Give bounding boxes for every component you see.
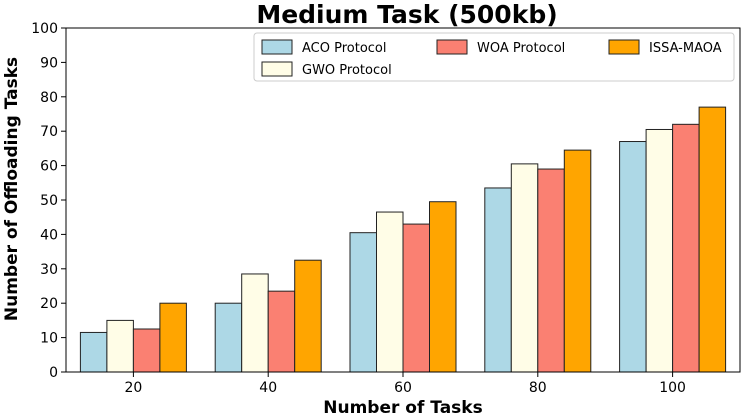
bar-gwo-protocol-40 [241,273,269,373]
y-tick-label: 60 [40,159,58,175]
bar-issa-maoa-100 [698,106,727,373]
plot-area: 0 10 20 30 40 50 60 70 80 90 100 20 40 60 80 100 ACO Pro… [31,21,741,396]
x-tick-label: 20 [124,380,142,396]
x-axis-label: Number of Tasks [323,398,482,418]
chart-title: Medium Task (500kb) [256,0,557,29]
y-tick-label: 70 [40,124,58,140]
bar-aco-protocol-20 [79,331,108,373]
x-tick-label: 100 [659,380,686,396]
bar-aco-protocol-40 [214,302,243,373]
y-tick-label: 100 [31,21,58,37]
x-tick-label: 80 [529,380,547,396]
legend-label: WOA Protocol [477,41,565,56]
x-tick-label: 40 [259,380,277,396]
bar-gwo-protocol-20 [106,319,134,373]
y-tick-label: 10 [40,331,58,347]
legend-swatch-woa-protocol [436,39,468,55]
bar-woa-protocol-100 [672,123,700,373]
y-tick-label: 0 [49,365,58,381]
bar-woa-protocol-80 [537,168,565,373]
bar-gwo-protocol-80 [510,163,539,373]
legend-label: ACO Protocol [302,41,387,56]
legend-label: GWO Protocol [302,63,392,78]
bar-issa-maoa-60 [429,201,457,373]
bar-aco-protocol-100 [619,141,647,373]
bar-gwo-protocol-60 [376,211,404,373]
bar-issa-maoa-40 [294,259,322,373]
legend-swatch-gwo-protocol [261,61,293,77]
y-tick-label: 50 [40,193,58,209]
bar-woa-protocol-20 [132,328,161,373]
bar-gwo-protocol-100 [645,128,674,373]
y-tick-label: 90 [40,55,58,71]
x-tick-label: 60 [394,380,412,396]
legend-label: ISSA-MAOA [649,41,722,56]
y-axis-label: Number of Offloading Tasks [2,57,22,321]
y-tick-label: 30 [40,262,58,278]
bar-aco-protocol-60 [349,232,377,373]
bar-aco-protocol-80 [484,187,512,373]
bar-issa-maoa-20 [159,302,187,373]
bar-woa-protocol-60 [402,223,430,373]
bar-issa-maoa-80 [563,149,592,373]
legend-swatch-aco-protocol [261,39,293,55]
y-tick-label: 40 [40,227,58,243]
y-tick-label: 20 [40,296,58,312]
legend-swatch-issa-maoa [608,39,640,55]
bar-woa-protocol-40 [267,290,296,373]
y-tick-label: 80 [40,90,58,106]
